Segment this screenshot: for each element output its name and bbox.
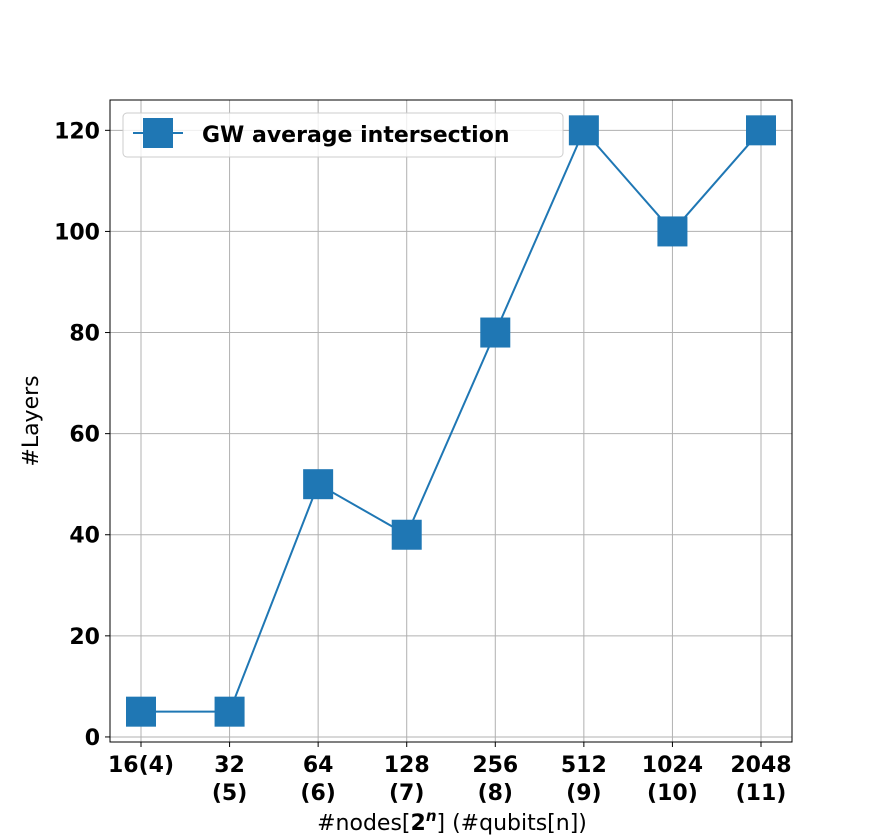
grid — [110, 100, 792, 742]
x-tick-label: (11) — [736, 781, 787, 806]
x-tick-label: (5) — [212, 781, 247, 806]
data-point-marker — [303, 469, 334, 500]
x-tick-label: 16(4) — [108, 753, 174, 778]
legend-marker — [143, 118, 173, 148]
y-tick-label: 80 — [69, 322, 100, 347]
x-axis-label-suffix: ] (#qubits[n]) — [437, 811, 587, 835]
x-tick-label: (7) — [389, 781, 424, 806]
data-point-marker — [214, 696, 245, 727]
x-axis-label-math: 2 — [411, 811, 426, 835]
x-tick-label: 1024 — [642, 753, 703, 778]
x-tick-label: 128 — [384, 753, 430, 778]
y-tick-label: 100 — [54, 220, 100, 245]
y-tick-label: 60 — [69, 423, 100, 448]
x-tick-label: (6) — [300, 781, 335, 806]
x-tick-label: 64 — [303, 753, 334, 778]
x-axis-label-superscript: n — [426, 807, 437, 825]
data-point-marker — [126, 696, 156, 727]
legend-box — [122, 112, 564, 158]
x-tick-label: 512 — [561, 753, 607, 778]
series-line — [141, 128, 762, 713]
x-tick-label: (10) — [647, 781, 698, 806]
y-tick-label: 0 — [85, 726, 100, 751]
data-point-marker — [657, 216, 688, 247]
data-point-marker — [746, 115, 776, 146]
x-axis-label: #nodes[2n] (#qubits[n]) — [317, 807, 587, 835]
y-tick-label: 40 — [69, 524, 100, 549]
legend-label: GW average intersection — [202, 123, 510, 148]
plot-frame — [109, 99, 793, 743]
x-tick-label: 2048 — [730, 753, 791, 778]
x-tick-label: 256 — [472, 753, 518, 778]
x-axis-label-prefix: #nodes[ — [317, 811, 410, 835]
data-series — [126, 115, 776, 727]
x-tick-label: 32 — [214, 753, 245, 778]
data-point-marker — [480, 317, 511, 348]
legend: GW average intersection — [122, 112, 564, 158]
y-axis-label: #Layers — [19, 375, 44, 466]
x-tick-label: (9) — [566, 781, 601, 806]
y-tick-label: 120 — [54, 119, 100, 144]
x-tick-label: (8) — [478, 781, 513, 806]
data-point-marker — [568, 115, 599, 146]
axis-ticks: 16(4) 32 (5) 64 (6) 128 (7) 256 (8) 512 (9) 1024 (10… — [54, 119, 792, 806]
data-point-marker — [391, 519, 422, 550]
y-tick-label: 20 — [69, 625, 100, 650]
